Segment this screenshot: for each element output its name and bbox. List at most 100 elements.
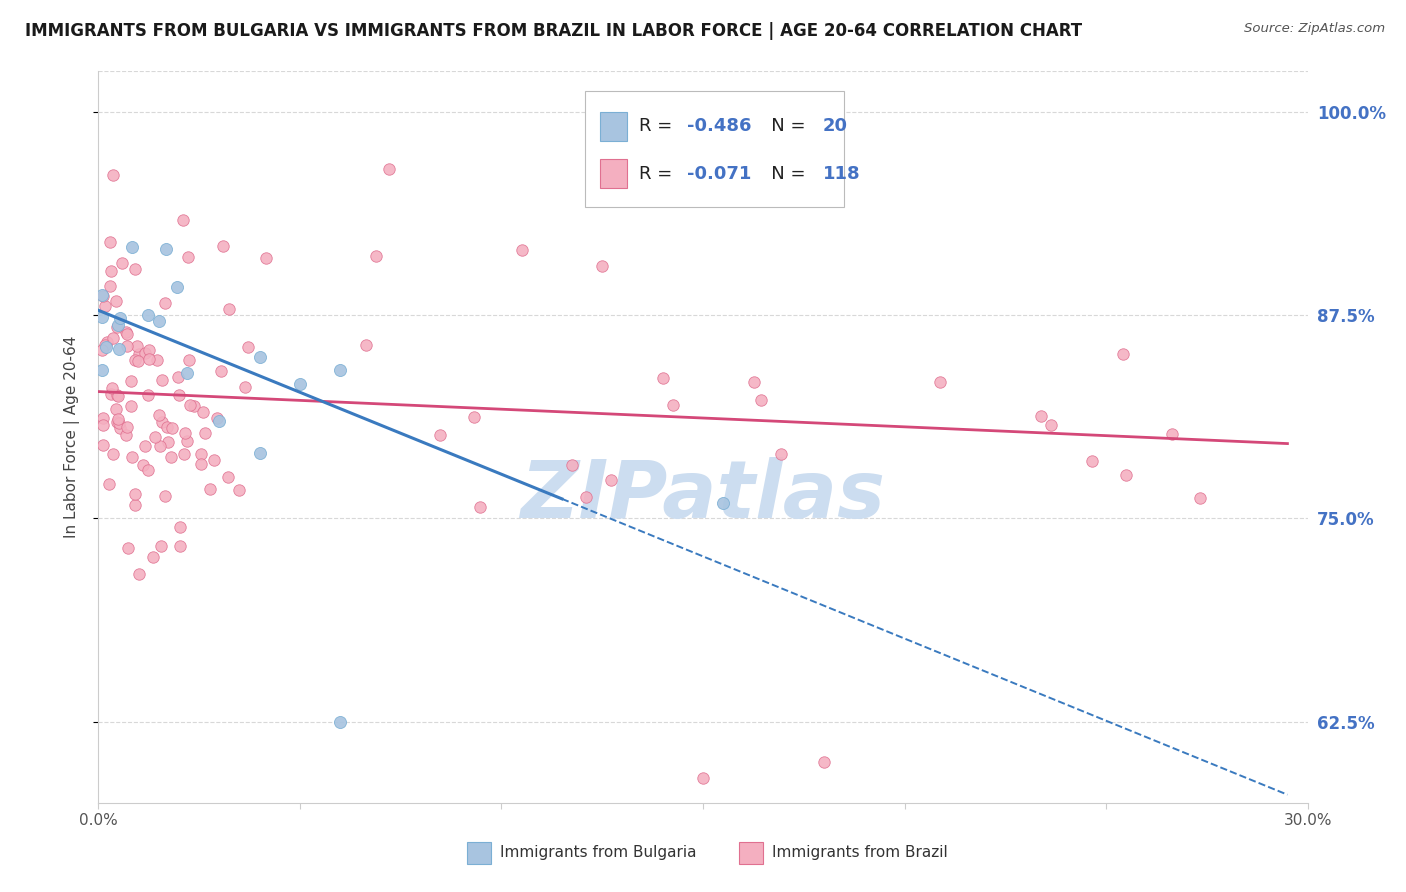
Point bbox=[127, 339, 149, 353]
Point bbox=[173, 425, 195, 440]
Bar bbox=[600, 159, 627, 188]
Point bbox=[101, 381, 124, 395]
Point bbox=[249, 446, 271, 460]
Point bbox=[110, 421, 132, 435]
Point bbox=[108, 416, 131, 430]
Point bbox=[115, 325, 138, 339]
Point bbox=[136, 308, 159, 322]
Point bbox=[121, 450, 143, 464]
Point bbox=[101, 168, 124, 182]
Point bbox=[91, 418, 114, 433]
Bar bbox=[600, 112, 627, 141]
Point bbox=[142, 550, 165, 565]
Point bbox=[101, 447, 124, 461]
Point bbox=[104, 402, 127, 417]
Point bbox=[91, 343, 114, 358]
Point bbox=[111, 256, 134, 270]
FancyBboxPatch shape bbox=[585, 91, 845, 207]
Point bbox=[107, 412, 129, 426]
Point bbox=[591, 260, 613, 274]
Point bbox=[96, 335, 118, 350]
Bar bbox=[740, 841, 763, 863]
Point bbox=[91, 289, 114, 303]
Point bbox=[159, 450, 181, 464]
Point bbox=[288, 377, 311, 392]
Text: IMMIGRANTS FROM BULGARIA VS IMMIGRANTS FROM BRAZIL IN LABOR FORCE | AGE 20-64 CO: IMMIGRANTS FROM BULGARIA VS IMMIGRANTS F… bbox=[25, 22, 1083, 40]
Point bbox=[105, 293, 128, 308]
Point bbox=[218, 301, 240, 316]
Point bbox=[200, 482, 222, 496]
Text: Source: ZipAtlas.com: Source: ZipAtlas.com bbox=[1244, 22, 1385, 36]
Point bbox=[329, 714, 352, 729]
Text: 118: 118 bbox=[823, 165, 860, 183]
Point bbox=[91, 310, 114, 324]
Point bbox=[136, 387, 159, 401]
Point bbox=[662, 399, 685, 413]
Point bbox=[364, 249, 387, 263]
Point bbox=[115, 419, 138, 434]
Point bbox=[217, 470, 239, 484]
Bar bbox=[467, 841, 492, 863]
Point bbox=[128, 567, 150, 582]
Point bbox=[134, 439, 156, 453]
Point bbox=[127, 354, 149, 368]
Point bbox=[108, 310, 131, 325]
Point bbox=[105, 320, 128, 334]
Point bbox=[354, 338, 377, 352]
Point bbox=[101, 331, 124, 345]
Point bbox=[94, 299, 117, 313]
Point bbox=[183, 400, 205, 414]
Point bbox=[138, 343, 160, 357]
Point bbox=[93, 438, 115, 452]
Point bbox=[156, 419, 179, 434]
Text: R =: R = bbox=[638, 117, 678, 136]
Point bbox=[156, 435, 179, 450]
Point bbox=[124, 353, 146, 368]
Point bbox=[928, 375, 950, 389]
Point bbox=[98, 278, 121, 293]
Point bbox=[190, 447, 212, 461]
Point bbox=[94, 340, 117, 354]
Y-axis label: In Labor Force | Age 20-64: In Labor Force | Age 20-64 bbox=[65, 336, 80, 538]
Point bbox=[254, 251, 277, 265]
Point bbox=[97, 477, 120, 491]
Point bbox=[98, 235, 121, 249]
Point bbox=[136, 463, 159, 477]
Point bbox=[211, 239, 233, 253]
Point bbox=[179, 398, 201, 412]
Point bbox=[510, 243, 533, 257]
Point bbox=[107, 389, 129, 403]
Point bbox=[120, 374, 142, 388]
Point bbox=[134, 346, 156, 360]
Point bbox=[238, 340, 260, 354]
Text: -0.486: -0.486 bbox=[688, 117, 752, 136]
Point bbox=[1081, 453, 1104, 467]
Point bbox=[600, 474, 623, 488]
Point bbox=[1188, 491, 1211, 505]
Point bbox=[1112, 347, 1135, 361]
Point bbox=[124, 487, 146, 501]
Point bbox=[105, 388, 128, 402]
Point bbox=[377, 161, 399, 176]
Point bbox=[115, 326, 138, 341]
Point bbox=[770, 447, 793, 461]
Point bbox=[228, 483, 250, 497]
Point bbox=[202, 453, 225, 467]
Text: N =: N = bbox=[754, 117, 811, 136]
Text: Immigrants from Bulgaria: Immigrants from Bulgaria bbox=[501, 845, 696, 860]
Point bbox=[167, 370, 190, 384]
Point bbox=[91, 363, 114, 377]
Point bbox=[121, 240, 143, 254]
Point bbox=[143, 429, 166, 443]
Text: -0.071: -0.071 bbox=[688, 165, 752, 183]
Point bbox=[132, 458, 155, 472]
Point bbox=[711, 496, 734, 510]
Point bbox=[150, 372, 173, 386]
Point bbox=[575, 491, 598, 505]
Point bbox=[107, 415, 129, 429]
Point bbox=[249, 351, 271, 365]
Point bbox=[176, 366, 198, 380]
Point bbox=[117, 541, 139, 556]
Point bbox=[128, 347, 150, 361]
Text: Immigrants from Brazil: Immigrants from Brazil bbox=[772, 845, 948, 860]
